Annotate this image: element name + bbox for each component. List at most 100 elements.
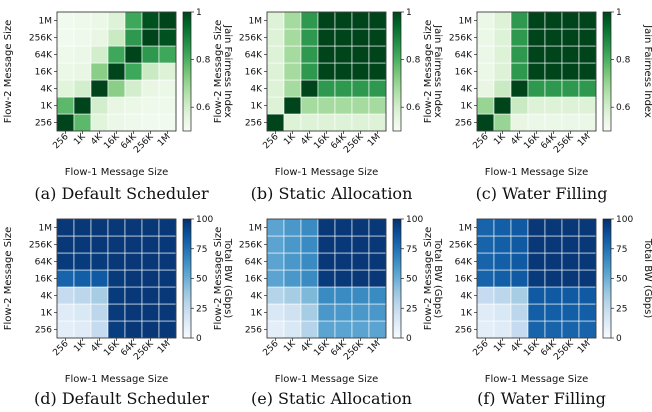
x-tick-label: 256: [51, 339, 70, 358]
x-tick-label: 256: [261, 339, 280, 358]
heatmap-cell: [561, 45, 580, 64]
heatmap-cell: [368, 79, 387, 98]
x-tick-label: 1M: [156, 339, 173, 356]
heatmap-cell: [544, 286, 563, 305]
heatmap-cell: [476, 252, 495, 271]
heatmap-cell: [266, 113, 285, 132]
heatmap-cell: [493, 11, 512, 30]
heatmap-cell: [300, 286, 319, 305]
heatmap-cell: [368, 235, 387, 254]
heatmap-cell: [368, 218, 387, 237]
heatmap-cell: [578, 218, 597, 237]
heatmap-cell: [107, 96, 126, 115]
x-axis-title: Flow-1 Message Size: [485, 167, 589, 178]
x-tick-label: 256K: [132, 338, 156, 362]
heatmap-cell: [107, 79, 126, 98]
y-tick-label: 256K: [29, 34, 53, 44]
heatmap-cell: [476, 62, 495, 81]
heatmap-cell: [544, 252, 563, 271]
heatmap-cell: [317, 79, 336, 98]
heatmap-cell: [107, 218, 126, 237]
heatmap-cell: [561, 62, 580, 81]
heatmap-cell: [476, 96, 495, 115]
heatmap-cell: [493, 320, 512, 339]
heatmap-cell: [476, 303, 495, 322]
colorbar-tick-label: 1: [196, 8, 202, 18]
heatmap-cell: [141, 320, 160, 339]
heatmap-cell: [300, 28, 319, 47]
heatmap-cell: [141, 79, 160, 98]
heatmap-cell: [124, 113, 143, 132]
heatmap-cell: [90, 62, 109, 81]
heatmap-cell: [544, 218, 563, 237]
y-axis-title: Flow-2 Message Size: [3, 20, 14, 124]
x-axis-title: Flow-1 Message Size: [65, 167, 169, 178]
heatmap-cell: [317, 218, 336, 237]
heatmap-cell: [334, 11, 353, 30]
colorbar-tick-label: 1: [406, 8, 412, 18]
heatmap-cell: [368, 269, 387, 288]
heatmap-cell: [476, 11, 495, 30]
heatmap-cell: [90, 320, 109, 339]
x-tick-label: 256: [471, 339, 490, 358]
x-tick-label: 16K: [102, 338, 122, 358]
colorbar: [602, 218, 612, 339]
y-tick-label: 4K: [250, 292, 263, 302]
x-tick-label: 256K: [552, 338, 576, 362]
colorbar-label: Total BW (Gbps): [432, 238, 443, 319]
heatmap-cell: [73, 303, 92, 322]
heatmap-cell: [510, 11, 529, 30]
heatmap-cell: [351, 11, 370, 30]
heatmap-cell: [141, 45, 160, 64]
heatmap-cell: [158, 28, 177, 47]
heatmap-cell: [300, 113, 319, 132]
heatmap-cell: [107, 45, 126, 64]
heatmap-cell: [561, 235, 580, 254]
heatmap-cell: [266, 252, 285, 271]
heatmap-cell: [90, 79, 109, 98]
heatmap-cell: [300, 235, 319, 254]
colorbar: [392, 11, 402, 132]
heatmap-cell: [578, 28, 597, 47]
heatmap-cell: [317, 11, 336, 30]
heatmap-cell: [527, 11, 546, 30]
heatmap-cell: [561, 11, 580, 30]
heatmap-cell: [351, 286, 370, 305]
heatmap-cell: [317, 28, 336, 47]
heatmap-cell: [578, 286, 597, 305]
heatmap-cell: [56, 235, 75, 254]
heatmap-cell: [334, 286, 353, 305]
y-tick-label: 16K: [455, 68, 473, 78]
heatmap-cell: [368, 252, 387, 271]
y-tick-label: 256: [35, 326, 52, 336]
colorbar-tick-label: 0: [196, 334, 202, 344]
x-axis-title: Flow-1 Message Size: [65, 374, 169, 385]
heatmap-cell: [56, 320, 75, 339]
heatmap-cell: [493, 28, 512, 47]
colorbar-tick-label: 25: [196, 304, 207, 314]
colorbar-label: Total BW (Gbps): [642, 238, 652, 319]
heatmap-cell: [124, 303, 143, 322]
heatmap-cell: [266, 96, 285, 115]
heatmap-cell: [158, 218, 177, 237]
heatmap-cell: [493, 303, 512, 322]
heatmap-cell: [493, 252, 512, 271]
panel-caption: (c) Water Filling: [476, 184, 608, 203]
heatmap-cell: [141, 269, 160, 288]
x-axis-title: Flow-1 Message Size: [275, 374, 379, 385]
y-axis-title: Flow-2 Message Size: [213, 20, 224, 124]
heatmap-cell: [300, 303, 319, 322]
heatmap-cell: [578, 269, 597, 288]
panel-caption: (b) Static Allocation: [251, 184, 413, 203]
x-tick-label: 1K: [492, 131, 508, 147]
y-axis-title: Flow-2 Message Size: [423, 20, 434, 124]
heatmap-cell: [544, 320, 563, 339]
panel-caption: (a) Default Scheduler: [34, 184, 209, 203]
heatmap-cell: [124, 320, 143, 339]
colorbar-tick-label: 100: [406, 215, 423, 225]
heatmap-cell: [90, 235, 109, 254]
panel-caption: (d) Default Scheduler: [34, 389, 209, 408]
heatmap-cell: [56, 62, 75, 81]
heatmap-cell: [317, 320, 336, 339]
